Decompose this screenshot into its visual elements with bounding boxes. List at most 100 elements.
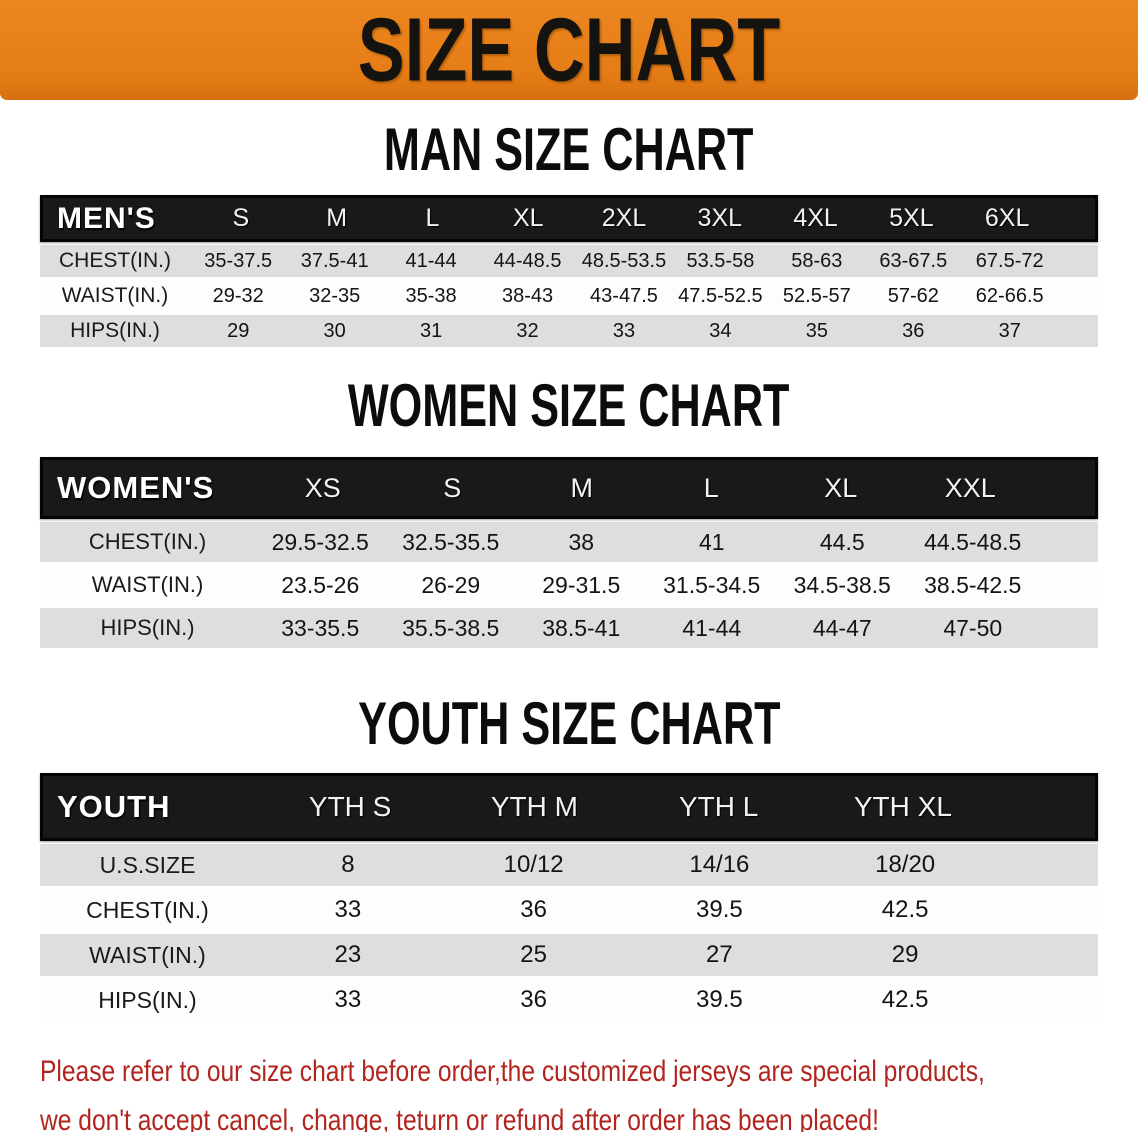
women-row-hips-in: HIPS(IN.) 33-35.5 35.5-38.5 38.5-41 41-44 44-… [40,608,1098,648]
youth-hips-in-value-yth-s: 33 [334,986,362,1013]
women-column-header-xl: XL [824,472,858,503]
men-chest-in-value-4xl: 58-63 [791,249,843,272]
men-waist-in-value-l: 35-38 [405,284,457,307]
men-column-header-xl: XL [512,204,544,232]
women-waist-in-value-xl: 34.5-38.5 [793,571,891,598]
men-row-hips-in: HIPS(IN.) 29 30 31 32 33 34 35 36 37 [40,315,1098,347]
women-row-waist-in: WAIST(IN.) 23.5-26 26-29 29-31.5 31.5-34.5 34… [40,565,1098,605]
women-chest-in-value-xxl: 44.5-48.5 [924,528,1022,555]
size-table: MEN'S S M L XL 2XL 3XL 4XL 5XL 6XL CHEST(IN.) 35-… [40,195,1098,347]
men-size-section: MAN SIZE CHART MEN'S S M L XL 2XL 3XL 4XL 5XL 6X… [0,116,1138,347]
men-column-header-6xl: 6XL [984,204,1030,232]
men-waist-in-value-6xl: 62-66.5 [975,284,1044,307]
youth-chest-in-value-yth-l: 39.5 [696,896,743,923]
men-waist-in-value-s: 29-32 [212,284,264,307]
youth-section-heading-text: YOUTH SIZE CHART [357,690,781,757]
youth-u-s-size-value-yth-s: 8 [341,851,355,878]
women-row-chest-in: CHEST(IN.) 29.5-32.5 32.5-35.5 38 41 44.5 44.5… [40,522,1098,562]
men-hips-in-value-5xl: 36 [902,319,925,342]
section-heading: MAN SIZE CHART [0,116,1138,183]
men-chest-in-value-3xl: 53.5-58 [686,249,755,272]
men-chest-in-value-2xl: 48.5-53.5 [581,249,667,272]
women-section-heading-text: WOMEN SIZE CHART [348,372,790,439]
youth-waist-in-value-yth-xl: 29 [891,941,919,968]
youth-hips-in-value-yth-xl: 42.5 [881,986,929,1013]
youth-waist-in-value-yth-s: 23 [334,941,362,968]
men-section-heading-text: MAN SIZE CHART [384,116,754,183]
men-column-header-5xl: 5XL [889,204,934,232]
table-header-row: WOMEN'S XS S M L XL XXL [40,457,1098,519]
men-waist-in-value-m: 32-35 [309,284,361,307]
table-body: CHEST(IN.) 29.5-32.5 32.5-35.5 38 41 44.5 44.5… [40,522,1098,648]
youth-u-s-size-value-yth-l: 14/16 [689,851,750,878]
page-title: SIZE CHART [357,0,781,100]
men-chest-in-value-5xl: 63-67.5 [879,249,948,272]
men-row-label-waist-in: WAIST(IN.) [61,284,169,307]
men-column-header-l: L [425,204,440,232]
women-row-label-chest-in: CHEST(IN.) [88,529,207,554]
women-size-section: WOMEN SIZE CHART WOMEN'S XS S M L XL XXL CHES… [0,372,1138,648]
men-chest-in-value-6xl: 67.5-72 [975,249,1044,272]
men-hips-in-value-6xl: 37 [998,319,1021,342]
women-waist-in-value-s: 26-29 [421,571,481,598]
men-chest-in-value-m: 37.5-41 [300,249,369,272]
men-column-header-2xl: 2XL [601,204,647,232]
men-hips-in-value-3xl: 34 [709,319,732,342]
men-hips-in-value-l: 31 [419,319,443,342]
men-column-header-m: M [326,204,348,232]
men-waist-in-value-2xl: 43-47.5 [590,284,658,307]
men-waist-in-value-3xl: 47.5-52.5 [678,284,763,307]
size-table: WOMEN'S XS S M L XL XXL CHEST(IN.) 29.5-32.5 32… [40,457,1098,648]
youth-u-s-size-value-yth-m: 10/12 [503,851,564,878]
men-column-header-4xl: 4XL [793,204,838,232]
men-column-header-3xl: 3XL [697,204,743,232]
men-hips-in-value-m: 30 [323,319,346,342]
youth-hips-in-value-yth-m: 36 [520,986,547,1013]
section-heading: WOMEN SIZE CHART [0,372,1138,439]
men-chest-in-value-xl: 44-48.5 [493,249,562,272]
youth-column-header-yth-s: YTH S [308,791,392,822]
youth-hips-in-value-yth-l: 39.5 [696,986,743,1013]
youth-size-section: YOUTH SIZE CHART YOUTH YTH S YTH M YTH L YT… [0,690,1138,1021]
men-waist-in-value-xl: 38-43 [501,284,554,307]
women-column-header-m: M [570,472,594,503]
youth-table-header-label: YOUTH [57,789,171,824]
women-column-header-s: S [443,472,462,503]
women-hips-in-value-xs: 33-35.5 [281,614,360,641]
men-chest-in-value-s: 35-37.5 [204,249,273,272]
women-chest-in-value-s: 32.5-35.5 [402,528,500,555]
youth-column-header-yth-m: YTH M [490,791,578,822]
size-chart-sections: MAN SIZE CHART MEN'S S M L XL 2XL 3XL 4XL 5XL 6X… [0,116,1138,1021]
footer-line-2: we don't accept cancel, change, teturn o… [40,1104,879,1132]
youth-chest-in-value-yth-m: 36 [520,896,547,923]
men-waist-in-value-5xl: 57-62 [887,284,939,307]
men-row-waist-in: WAIST(IN.) 29-32 32-35 35-38 38-43 43-47.5 47.… [40,280,1098,312]
women-column-header-l: L [703,472,719,503]
men-chest-in-value-l: 41-44 [405,249,457,272]
youth-row-label-waist-in: WAIST(IN.) [89,941,206,968]
men-waist-in-value-4xl: 52.5-57 [782,284,851,307]
youth-row-u-s-size: U.S.SIZE 8 10/12 14/16 18/20 [40,844,1098,886]
youth-row-chest-in: CHEST(IN.) 33 36 39.5 42.5 [40,889,1098,931]
youth-waist-in-value-yth-l: 27 [706,941,733,968]
youth-u-s-size-value-yth-xl: 18/20 [875,851,936,878]
women-hips-in-value-s: 35.5-38.5 [402,614,500,641]
men-column-header-s: S [232,204,250,232]
women-table-header-label: WOMEN'S [57,470,215,505]
youth-row-label-chest-in: CHEST(IN.) [86,896,209,923]
youth-row-hips-in: HIPS(IN.) 33 36 39.5 42.5 [40,979,1098,1021]
footer-line-1: Please refer to our size chart before or… [40,1055,985,1088]
women-row-label-waist-in: WAIST(IN.) [91,572,204,597]
men-hips-in-value-s: 29 [227,319,250,342]
youth-column-header-yth-l: YTH L [678,791,759,822]
women-waist-in-value-m: 29-31.5 [542,571,621,598]
women-chest-in-value-xs: 29.5-32.5 [271,528,369,555]
size-table: YOUTH YTH S YTH M YTH L YTH XL U.S.SIZE 8 10/… [40,773,1098,1021]
women-column-header-xxl: XXL [944,472,996,503]
youth-row-label-u-s-size: U.S.SIZE [99,851,196,878]
women-hips-in-value-l: 41-44 [682,614,742,641]
men-row-label-hips-in: HIPS(IN.) [70,319,160,342]
table-body: U.S.SIZE 8 10/12 14/16 18/20 CHEST(IN.) 33 36 39… [40,844,1098,1021]
women-column-header-xs: XS [304,472,341,503]
women-waist-in-value-xxl: 38.5-42.5 [924,571,1022,598]
